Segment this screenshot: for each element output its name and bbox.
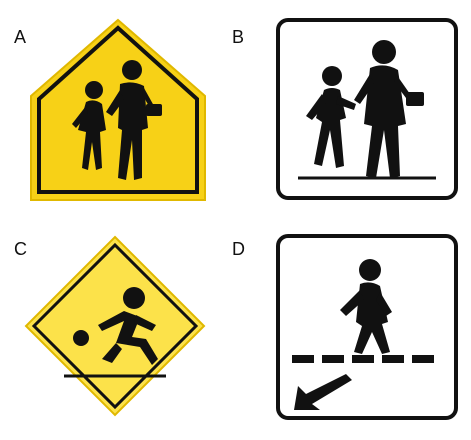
adult-figure-icon [354, 40, 424, 178]
option-a-label: A [14, 27, 27, 47]
pedestrian-crossing-arrow-sign[interactable] [276, 234, 458, 420]
option-b-label: B [232, 27, 245, 47]
school-zone-pentagon-sign[interactable] [28, 18, 208, 203]
adult-figure-icon [106, 60, 162, 180]
pedestrian-figure-icon [340, 259, 392, 354]
child-playing-ball-icon [73, 287, 158, 365]
ball-icon [73, 330, 89, 346]
playground-diamond-sign[interactable] [24, 235, 206, 417]
child-figure-icon [306, 66, 356, 168]
child-figure-icon [72, 81, 106, 170]
school-crossing-square-sign[interactable] [276, 18, 458, 200]
option-c-label: C [14, 239, 27, 259]
arrow-down-left-icon [294, 374, 352, 410]
crosswalk-dashes [292, 355, 434, 363]
option-d-label: D [232, 239, 245, 259]
